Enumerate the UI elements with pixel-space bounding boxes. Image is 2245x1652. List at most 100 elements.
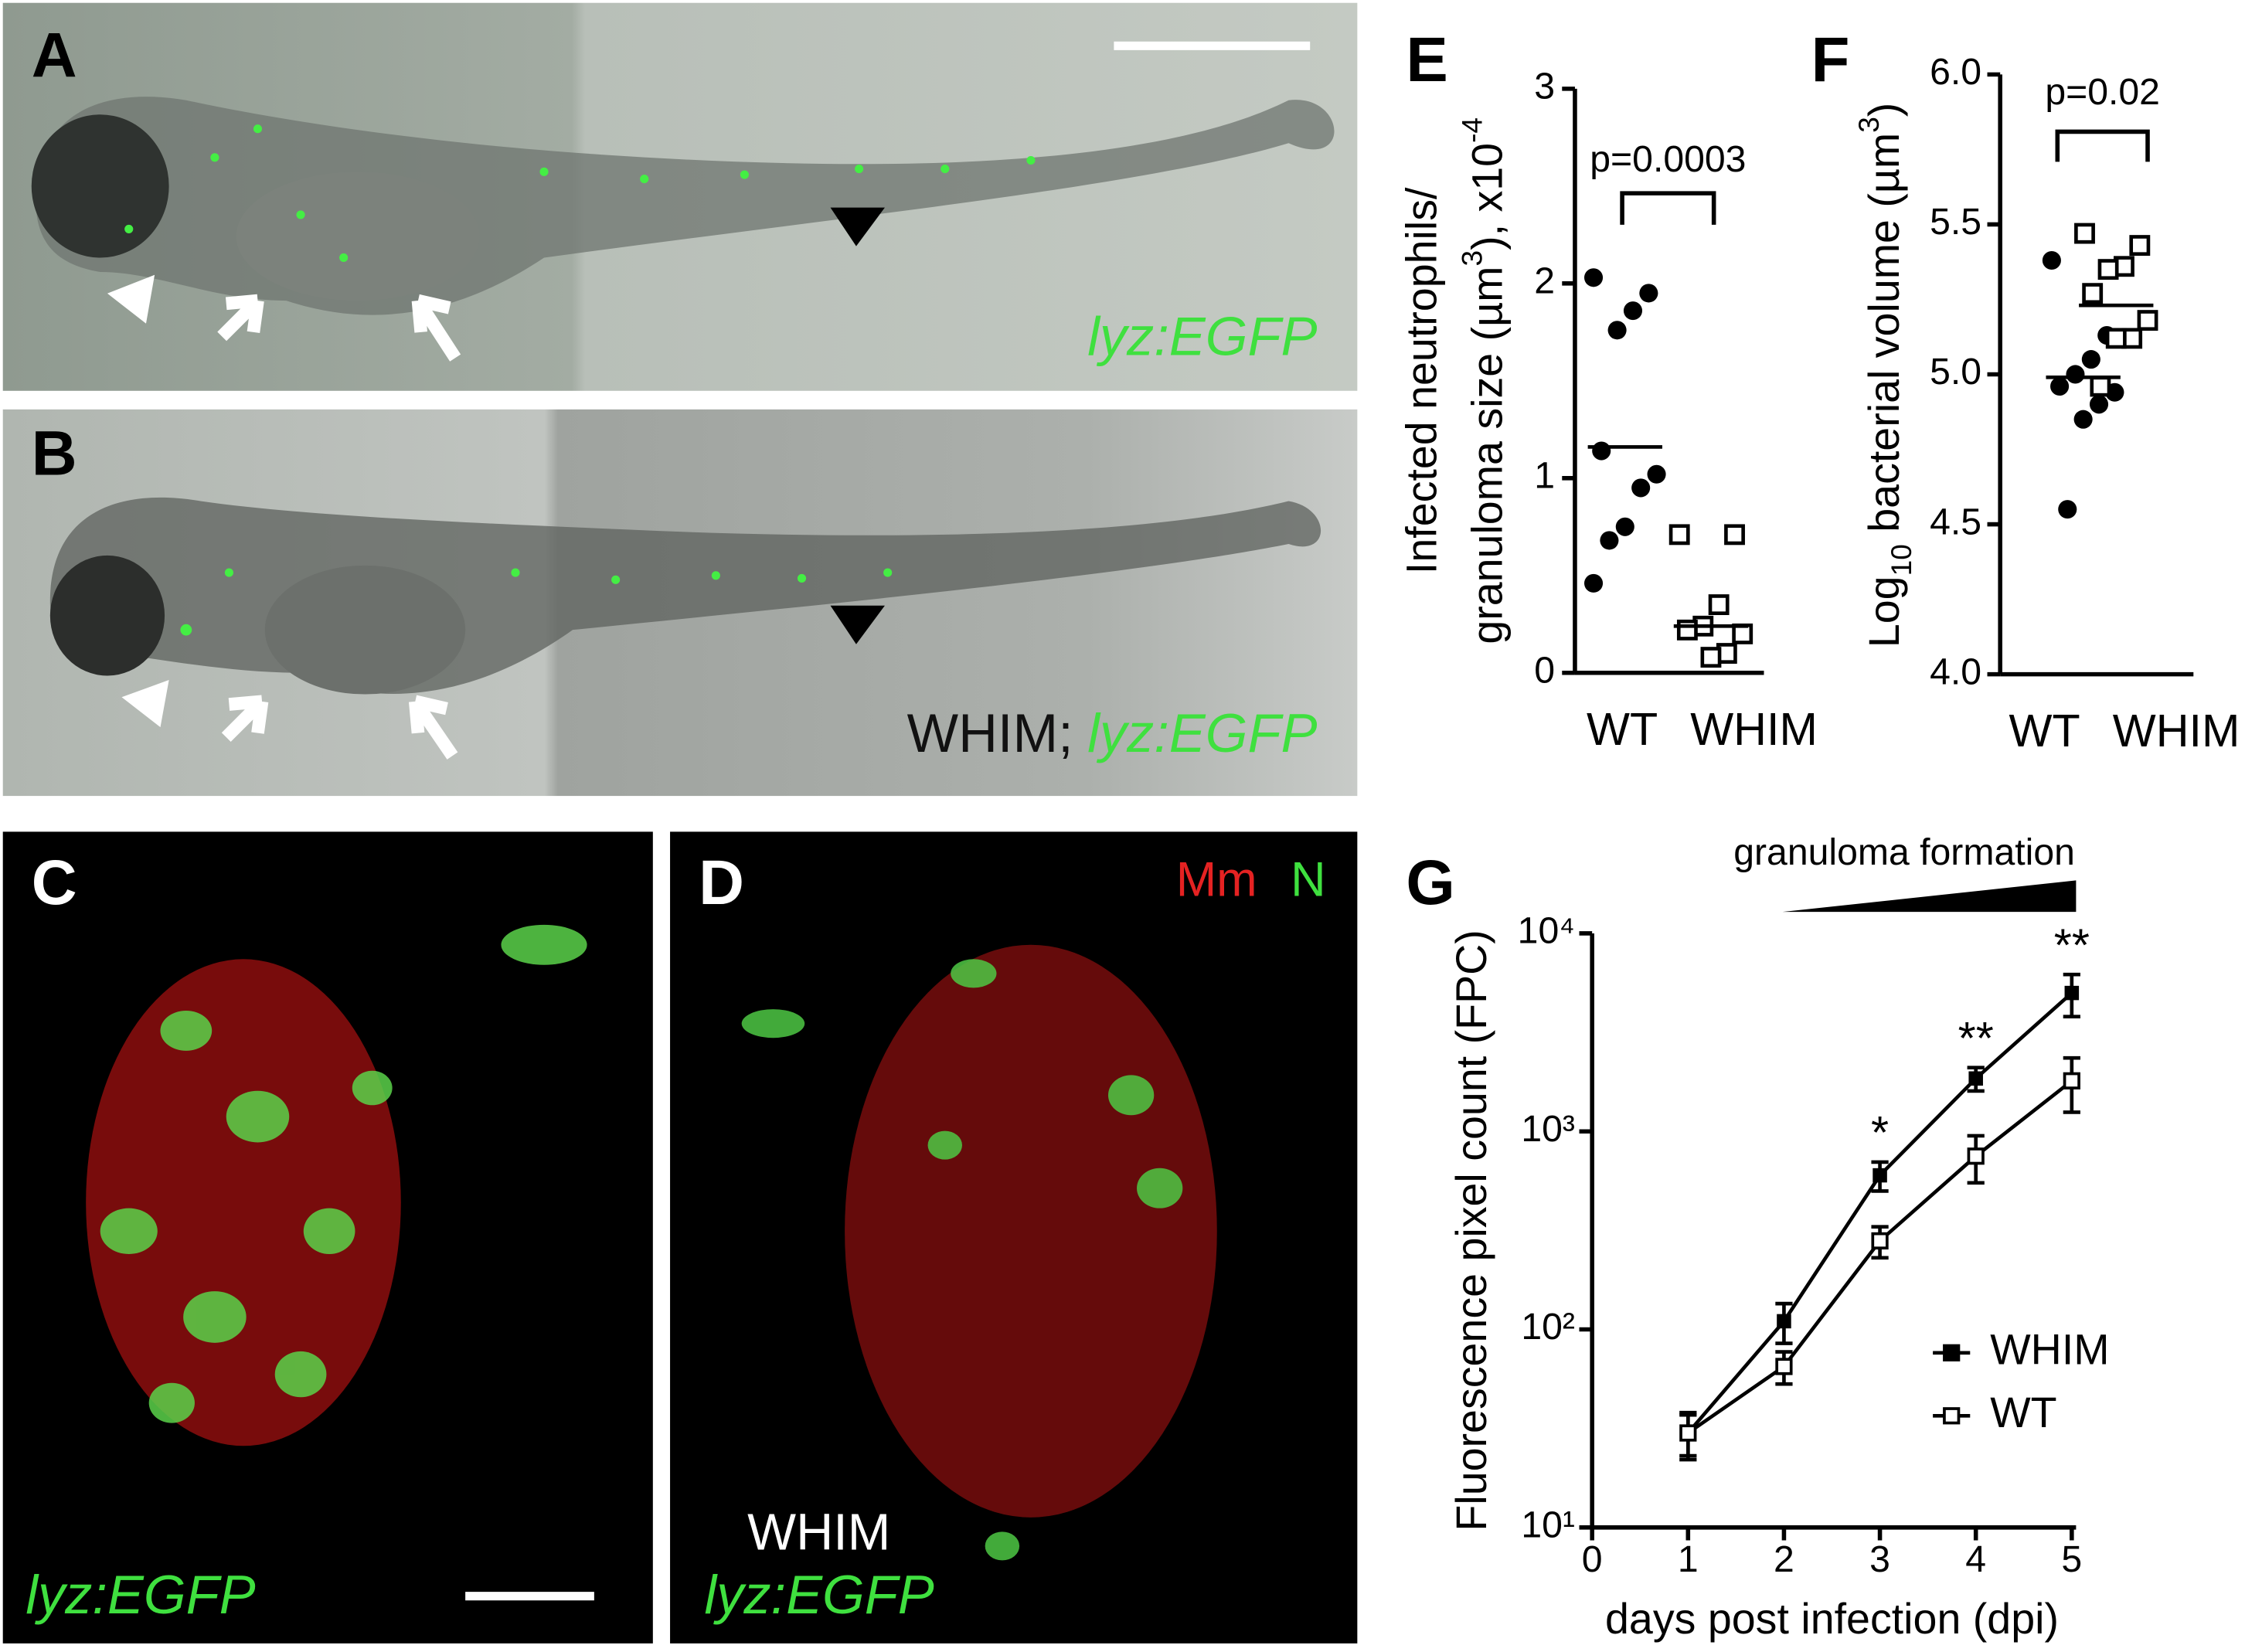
- legend-marker: [1943, 1407, 1961, 1425]
- neutrophils: [124, 124, 1036, 263]
- point: [1679, 1424, 1697, 1442]
- x-tick-label: 4: [1965, 1538, 1986, 1580]
- title: granuloma formation: [1733, 831, 2075, 873]
- arrowhead: [830, 605, 885, 644]
- point: [1968, 1071, 1983, 1086]
- point: [1668, 524, 1690, 546]
- x-tick-label: WT: [2009, 705, 2080, 756]
- legend-marker: [1943, 1344, 1961, 1361]
- y-tick-label: 10³: [1521, 1108, 1575, 1150]
- panel-a: A lyz:EGFP: [2, 2, 1358, 391]
- point: [2081, 350, 2100, 369]
- y-tick-label: 4.5: [1930, 501, 1981, 542]
- point: [1871, 1232, 1889, 1250]
- point: [1623, 301, 1643, 321]
- point: [1639, 284, 1658, 303]
- caption: lyz:EGFP: [1087, 702, 1317, 763]
- panel-label: E: [1406, 25, 1447, 95]
- y-tick-label: 4.0: [1930, 651, 1981, 692]
- panel-label: A: [32, 20, 77, 90]
- y-tick-label: 10¹: [1521, 1504, 1575, 1546]
- x-tick-label: 3: [1869, 1538, 1890, 1580]
- caption-prefix: WHIM: [747, 1504, 890, 1562]
- arrowhead: [830, 207, 885, 246]
- panel-label: F: [1811, 25, 1850, 95]
- legend-label: WT: [1990, 1389, 2056, 1436]
- point: [1700, 647, 1722, 668]
- point: [1607, 321, 1627, 340]
- point: [2097, 259, 2119, 280]
- point: [2073, 410, 2093, 429]
- panel-b: B WHIM; lyz:EGFP: [2, 409, 1358, 797]
- legend-mm: Mm: [1176, 853, 1257, 907]
- label-part: ): [1860, 103, 1908, 117]
- caption: WHIM; lyz:EGFP: [907, 702, 1318, 763]
- y-axis-label: Log10 bacterial volume (µm3): [1852, 103, 1917, 648]
- point: [1724, 524, 1745, 546]
- neutrophils: [100, 924, 587, 1423]
- yolk: [264, 565, 466, 695]
- point: [1708, 594, 1730, 616]
- x-tick-label: WHIM: [2113, 705, 2240, 756]
- neutrophils: [180, 568, 893, 636]
- panel-label: B: [32, 418, 77, 488]
- y-axis-label: Infected neutrophils/granuloma size (µm3…: [1397, 117, 1511, 644]
- label-part: ), x10: [1463, 143, 1511, 250]
- panel-c: C lyz:EGFP: [2, 831, 653, 1644]
- significance: **: [2054, 919, 2090, 970]
- caption: lyz:EGFP: [1087, 306, 1317, 367]
- panel-d: D Mm N WHIM lyz:EGFP: [670, 831, 1358, 1644]
- legend-n: N: [1291, 853, 1325, 907]
- y-axis-label: Fluorescence pixel count (FPC): [1447, 930, 1495, 1531]
- point: [2090, 376, 2111, 397]
- panel-label: D: [699, 848, 744, 918]
- y-tick-label: 2: [1534, 260, 1555, 302]
- point: [2129, 235, 2151, 257]
- point: [2082, 283, 2104, 304]
- x-axis-label: days post infection (dpi): [1605, 1595, 2059, 1643]
- label-part: 10: [1885, 544, 1917, 576]
- point: [1583, 268, 1604, 287]
- label-part: Infected neutrophils/: [1397, 187, 1445, 574]
- point: [1775, 1358, 1793, 1375]
- significance-bracket: [1620, 191, 1716, 225]
- panel-label: C: [32, 848, 77, 918]
- point: [2058, 500, 2077, 519]
- y-tick-label: 10⁴: [1518, 910, 1575, 952]
- arrow: [217, 294, 264, 342]
- y-tick-label: 1: [1534, 455, 1555, 497]
- y-tick-label: 5.5: [1930, 201, 1981, 243]
- wedge: [1782, 880, 2077, 913]
- y-tick-label: 6.0: [1930, 51, 1981, 93]
- arrowhead: [107, 274, 155, 324]
- point: [1967, 1147, 1985, 1165]
- eye: [31, 114, 169, 258]
- point: [1615, 517, 1634, 536]
- legend-label: WHIM: [1990, 1325, 2109, 1373]
- point: [2066, 365, 2085, 384]
- caption: lyz:EGFP: [705, 1564, 934, 1625]
- point: [1777, 1314, 1791, 1329]
- bacteria: [845, 944, 1217, 1518]
- arrow: [408, 695, 458, 760]
- label-part: -4: [1455, 117, 1488, 143]
- point: [2050, 376, 2070, 396]
- arrow: [221, 695, 269, 743]
- label-part: granuloma size (µm: [1463, 267, 1511, 644]
- point: [2064, 985, 2080, 1001]
- point: [1873, 1168, 1887, 1183]
- point: [1592, 441, 1611, 461]
- y-tick-label: 3: [1534, 66, 1555, 107]
- point: [2137, 310, 2158, 331]
- point: [2074, 223, 2095, 244]
- x-tick-label: 2: [1774, 1538, 1794, 1580]
- x-tick-label: 1: [1678, 1538, 1699, 1580]
- point: [2105, 328, 2127, 349]
- point: [1647, 464, 1666, 484]
- label-part: 3: [1852, 117, 1885, 133]
- point: [1631, 478, 1651, 498]
- yolk: [236, 172, 480, 301]
- arrowhead: [121, 680, 169, 728]
